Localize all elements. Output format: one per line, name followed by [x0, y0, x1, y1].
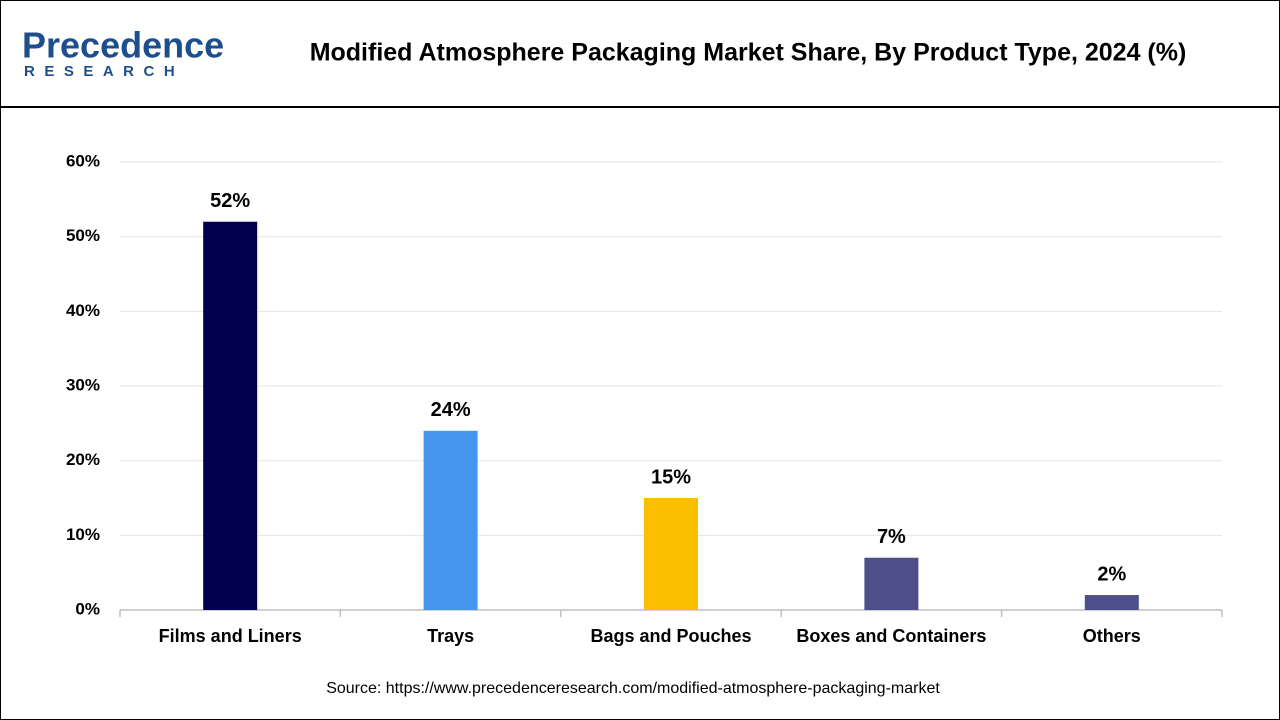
- value-label: 24%: [431, 399, 471, 421]
- value-label: 2%: [1097, 563, 1126, 585]
- x-tick-label: Others: [1083, 626, 1141, 646]
- logo-name: Precedence: [22, 25, 224, 66]
- y-tick-label: 40%: [66, 301, 100, 320]
- value-label: 7%: [877, 526, 906, 548]
- value-label: 15%: [651, 466, 691, 488]
- x-tick-label: Trays: [427, 626, 474, 646]
- bar: [864, 557, 919, 610]
- y-tick-label: 50%: [66, 226, 100, 245]
- bar: [644, 498, 698, 610]
- value-label: 52%: [210, 190, 250, 212]
- logo-sub: RESEARCH: [24, 63, 184, 80]
- y-tick-label: 20%: [66, 450, 100, 469]
- x-tick-label: Boxes and Containers: [796, 626, 986, 646]
- y-tick-label: 60%: [66, 151, 100, 170]
- bar: [1084, 595, 1139, 610]
- source: Source: https://www.precedenceresearch.c…: [326, 680, 940, 697]
- bar: [423, 430, 478, 610]
- y-tick-label: 10%: [66, 525, 100, 544]
- y-tick-label: 30%: [66, 375, 100, 394]
- y-tick-label: 0%: [75, 599, 100, 618]
- x-tick-label: Films and Liners: [159, 626, 302, 646]
- x-tick-label: Bags and Pouches: [590, 626, 751, 646]
- bar: [203, 221, 258, 610]
- chart-title: Modified Atmosphere Packaging Market Sha…: [310, 39, 1187, 67]
